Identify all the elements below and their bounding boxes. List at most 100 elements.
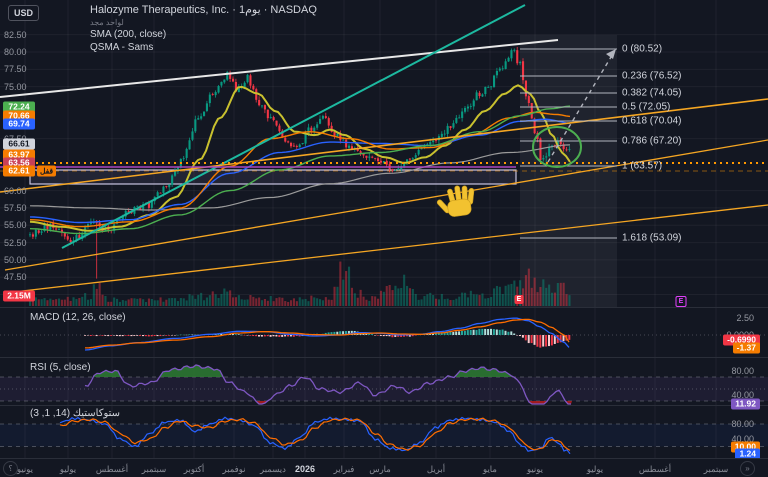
earnings-badge[interactable]: E	[514, 295, 524, 304]
fib-retracement[interactable]	[520, 48, 617, 239]
time-axis-label[interactable]: ديسمبر	[260, 464, 286, 474]
candle-body	[548, 146, 551, 157]
rsi-pane-title[interactable]: RSI (5, close)	[30, 362, 91, 373]
trendline-trend-teal[interactable]	[61, 4, 526, 249]
symbol-title[interactable]: Halozyme Therapeutics, Inc. · 1يوم · NAS…	[90, 4, 317, 16]
time-axis-label[interactable]: أكتوبر	[183, 464, 205, 474]
time-axis-label[interactable]: فبراير	[333, 464, 355, 474]
time-axis-label[interactable]: 2026	[294, 464, 316, 474]
macd-bar	[472, 329, 475, 335]
legend-indicator-qsma[interactable]: QSMA - Sams	[90, 42, 154, 53]
projection-arrow[interactable]	[547, 51, 615, 163]
volume-bar	[58, 298, 61, 306]
candle-body	[217, 86, 220, 93]
macd-bar	[405, 335, 408, 337]
volume-bar	[449, 300, 452, 306]
ma-line-sma-blue[interactable]	[29, 118, 571, 224]
candle-body	[272, 117, 275, 121]
macd-bar	[113, 335, 115, 336]
time-axis[interactable]: ؟ » يونيو يوليو أغسطس سبتمبر أكتوبر نوفمبر ديس…	[0, 458, 768, 477]
trendline-support-orange-2[interactable]	[4, 139, 768, 271]
volume-bar	[539, 286, 542, 306]
macd-bar	[513, 333, 516, 335]
time-axis-label[interactable]: سبتمبر	[703, 464, 729, 474]
macd-bar	[562, 335, 565, 342]
candle-body	[92, 222, 95, 224]
macd-bar	[397, 335, 400, 337]
macd-pane-title[interactable]: MACD (12, 26, close)	[30, 312, 126, 323]
macd-bar	[385, 335, 388, 337]
candle-body	[156, 192, 159, 197]
volume-bar	[321, 300, 324, 306]
time-axis-label[interactable]: سبتمبر	[141, 464, 167, 474]
volume-bar	[307, 301, 310, 306]
volume-bar	[339, 261, 342, 306]
volume-bar	[333, 286, 336, 306]
legend-subtitle[interactable]: لواحد مجد	[90, 18, 124, 27]
legend-indicator-sma[interactable]: SMA (200, close)	[90, 29, 167, 40]
macd-bar	[246, 335, 249, 336]
volume-bar	[336, 286, 339, 306]
ma-line-sma-200[interactable]	[29, 144, 571, 211]
candle-body	[162, 186, 165, 193]
macd-bar	[400, 335, 403, 337]
time-axis-label[interactable]: يوليو	[586, 464, 604, 474]
macd-bar	[295, 335, 298, 337]
trendline-support-orange-1[interactable]	[0, 98, 768, 193]
ma-line-sma-green[interactable]	[29, 105, 571, 235]
candle-body	[507, 57, 510, 62]
volume-bar	[362, 296, 365, 306]
candle-body	[200, 116, 203, 119]
trendline-support-orange-3[interactable]	[4, 204, 768, 294]
macd-bar	[159, 335, 162, 337]
time-axis-label[interactable]: مايو	[483, 464, 497, 474]
candle-body	[493, 75, 496, 87]
volume-bar	[327, 299, 330, 306]
candle-body	[348, 145, 351, 148]
axis-help-button[interactable]: ؟	[3, 461, 18, 476]
macd-bar	[188, 334, 191, 335]
fib-level-label: 1 (63.57)	[622, 160, 663, 172]
macd-bar	[153, 335, 156, 336]
time-axis-label[interactable]: أغسطس	[638, 464, 672, 474]
volume-bar	[150, 298, 153, 306]
trendline-resistance-white[interactable]	[0, 39, 559, 98]
ma-line-sma-orange[interactable]	[29, 111, 571, 228]
candle-body	[278, 125, 281, 132]
candle-body	[391, 169, 394, 171]
macd-bar	[492, 329, 495, 335]
macd-bar	[147, 335, 150, 337]
volume-bar	[159, 297, 162, 306]
highlight-ellipse[interactable]	[532, 126, 582, 168]
volume-bar	[243, 299, 246, 306]
time-axis-label[interactable]: مارس	[369, 464, 391, 474]
support-zone-rectangle[interactable]	[29, 169, 517, 185]
go-to-realtime-button[interactable]: »	[740, 461, 755, 476]
time-axis-label[interactable]: يونيو	[16, 464, 34, 474]
volume-bar	[130, 298, 133, 306]
time-axis-label[interactable]: أغسطس	[95, 464, 129, 474]
volume-bar	[562, 282, 565, 306]
macd-bar	[292, 335, 295, 337]
macd-bar	[107, 335, 110, 337]
price-badge-tag[interactable]: قفل	[37, 165, 57, 177]
volume-bar	[75, 299, 78, 306]
time-axis-label[interactable]: يونيو	[526, 464, 544, 474]
macd-bar	[110, 335, 113, 336]
time-axis-label[interactable]: نوفمبر	[222, 464, 246, 474]
time-axis-label[interactable]: يوليو	[59, 464, 77, 474]
earnings-badge[interactable]: E	[675, 296, 687, 307]
currency-button[interactable]: USD	[8, 5, 40, 21]
volume-bar	[350, 287, 353, 306]
time-axis-label[interactable]: أبريل	[426, 464, 446, 474]
volume-bar	[139, 298, 142, 306]
candle-body	[545, 156, 548, 158]
hand-emoji-sticker[interactable]	[434, 184, 477, 219]
candle-body	[237, 86, 240, 93]
candle-body	[87, 224, 90, 228]
volume-bar	[66, 296, 69, 306]
fib-level-label: 0.618 (70.04)	[622, 115, 682, 127]
stoch-pane-title[interactable]: ستوكاستيك (14, 1, 3)	[30, 408, 121, 419]
volume-bar	[501, 293, 504, 306]
